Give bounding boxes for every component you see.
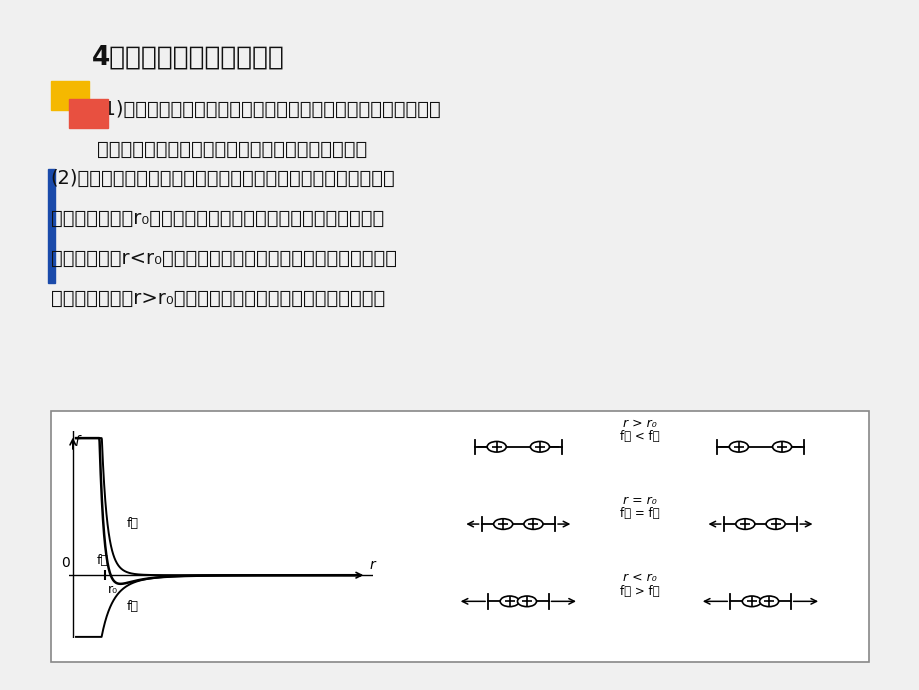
Circle shape bbox=[742, 596, 761, 607]
Text: f斥: f斥 bbox=[127, 518, 139, 531]
Circle shape bbox=[530, 442, 549, 452]
Text: 当分子间的距离r>r₀时，斥力小于引力，分子力表现为引力。: 当分子间的距离r>r₀时，斥力小于引力，分子力表现为引力。 bbox=[51, 289, 384, 308]
Text: 实际表现出来的分子力是分子间斥力和引力的合力。: 实际表现出来的分子力是分子间斥力和引力的合力。 bbox=[96, 140, 367, 159]
Bar bbox=[48, 169, 55, 283]
Text: r = r₀: r = r₀ bbox=[622, 494, 655, 507]
Circle shape bbox=[494, 519, 512, 529]
Circle shape bbox=[772, 442, 790, 452]
Bar bbox=[51, 411, 868, 662]
Text: (1)分子之间的相互作用包括斥力和引力，斥力和引力同时存在，: (1)分子之间的相互作用包括斥力和引力，斥力和引力同时存在， bbox=[96, 100, 441, 119]
Text: r: r bbox=[369, 558, 375, 572]
Bar bbox=[51, 81, 89, 110]
Circle shape bbox=[500, 596, 518, 607]
Circle shape bbox=[759, 596, 777, 607]
Text: f: f bbox=[74, 435, 79, 448]
Circle shape bbox=[729, 442, 747, 452]
Text: 4．分子之间的相互作用力: 4．分子之间的相互作用力 bbox=[92, 45, 285, 71]
Circle shape bbox=[516, 596, 536, 607]
Text: f斜 > f引: f斜 > f引 bbox=[618, 584, 659, 598]
Bar bbox=[69, 99, 108, 128]
Text: f斜 < f引: f斜 < f引 bbox=[618, 430, 659, 443]
Text: 分子间的距离r<r₀时，斥力大于引力，分子力表现为斥力；那么: 分子间的距离r<r₀时，斥力大于引力，分子力表现为斥力；那么 bbox=[51, 249, 396, 268]
Text: 力的变化快。若r₀表示斥力和引力相等的分子间的距离，那么当: 力的变化快。若r₀表示斥力和引力相等的分子间的距离，那么当 bbox=[51, 209, 383, 228]
Circle shape bbox=[487, 442, 505, 452]
Text: (2)斥力和引力都随分子间的距离增大而减小，但斥力的变化比引: (2)斥力和引力都随分子间的距离增大而减小，但斥力的变化比引 bbox=[51, 169, 395, 188]
Text: r < r₀: r < r₀ bbox=[622, 571, 655, 584]
Text: r₀: r₀ bbox=[108, 584, 118, 596]
Text: f斜 = f引: f斜 = f引 bbox=[618, 507, 659, 520]
Text: 0: 0 bbox=[62, 556, 70, 571]
Text: f引: f引 bbox=[127, 600, 139, 613]
Circle shape bbox=[524, 519, 542, 529]
Text: r > r₀: r > r₀ bbox=[622, 417, 655, 430]
Text: f合: f合 bbox=[97, 553, 109, 566]
Circle shape bbox=[735, 519, 754, 529]
Circle shape bbox=[766, 519, 784, 529]
